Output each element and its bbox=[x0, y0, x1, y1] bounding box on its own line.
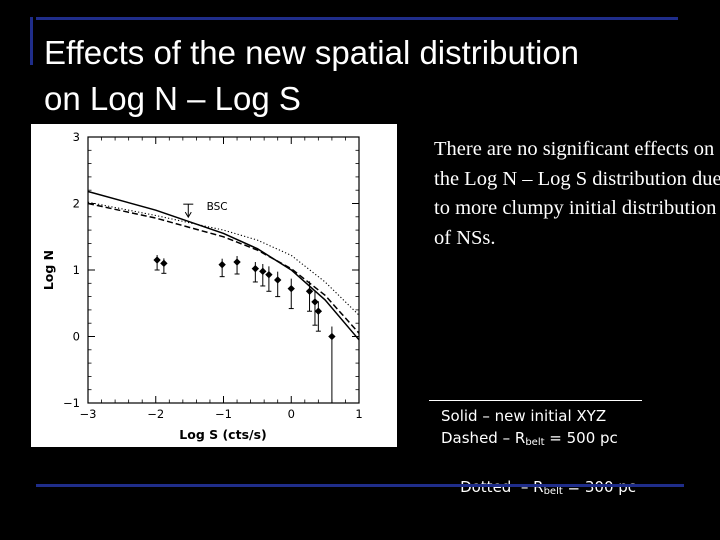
line-style-legend: Solid – new initial XYZ Dashed – Rbelt =… bbox=[441, 405, 636, 525]
legend-separator: – bbox=[497, 429, 515, 447]
data-point bbox=[160, 259, 168, 268]
legend-subscript: belt bbox=[543, 486, 563, 497]
legend-symbol: R bbox=[533, 478, 544, 496]
y-tick-label: 0 bbox=[73, 330, 80, 344]
legend-style-label: Dashed bbox=[441, 429, 498, 447]
data-point bbox=[328, 332, 336, 341]
bottom-rule bbox=[36, 484, 684, 487]
data-point bbox=[259, 267, 267, 276]
data-point bbox=[153, 256, 161, 264]
data-point bbox=[274, 276, 282, 284]
legend-style-label: Dotted bbox=[460, 478, 512, 496]
bsc-limit-arrow bbox=[184, 211, 192, 219]
legend-separator: – bbox=[477, 407, 495, 425]
data-point bbox=[305, 287, 314, 295]
legend-description: new initial XYZ bbox=[494, 407, 607, 425]
logn-logs-plot: −3 −2 −1 0 1 −1 0 1 2 3 BSC Log S (cts/s) Log N bbox=[31, 124, 397, 447]
slide-title-line-2: on Log N – Log S bbox=[44, 80, 301, 117]
x-axis-label: Log S (cts/s) bbox=[179, 427, 266, 442]
series-line-dotted bbox=[87, 201, 360, 316]
slide-title-line-1: Effects of the new spatial distribution bbox=[44, 34, 580, 71]
data-point bbox=[265, 270, 273, 279]
data-point bbox=[287, 284, 295, 293]
y-tick-label: 1 bbox=[73, 263, 80, 277]
legend-row-solid: Solid – new initial XYZ bbox=[441, 405, 636, 427]
data-point bbox=[311, 298, 319, 306]
y-tick-label: −1 bbox=[63, 396, 80, 410]
legend-value: = 500 pc bbox=[544, 429, 618, 447]
legend-style-label: Solid bbox=[441, 407, 478, 425]
series-line-dashed bbox=[87, 202, 360, 334]
slide-body-text: There are no significant effects on the … bbox=[434, 138, 720, 249]
legend-row-dotted: Dotted – Rbelt = 300 pc bbox=[441, 454, 636, 525]
plot-svg: −3 −2 −1 0 1 −1 0 1 2 3 BSC Log S (cts/s) Log N bbox=[41, 130, 363, 442]
y-tick-label: 3 bbox=[73, 130, 80, 144]
y-tick-label: 2 bbox=[73, 197, 80, 211]
title-top-rule bbox=[36, 17, 678, 20]
slide-title: Effects of the new spatial distribution … bbox=[44, 30, 694, 122]
bsc-annotation-label: BSC bbox=[207, 201, 228, 213]
series-line-solid bbox=[87, 190, 360, 341]
data-point bbox=[251, 264, 260, 273]
legend-row-dashed: Dashed – Rbelt = 500 pc bbox=[441, 427, 636, 454]
data-point bbox=[233, 258, 241, 266]
legend-symbol: R bbox=[514, 429, 526, 447]
legend-divider bbox=[429, 400, 642, 401]
legend-separator: – bbox=[511, 478, 534, 496]
x-tick-label: −2 bbox=[147, 407, 164, 421]
legend-value: = 300 pc bbox=[562, 478, 637, 496]
title-left-rule bbox=[30, 17, 33, 65]
legend-subscript: belt bbox=[525, 437, 545, 448]
x-tick-label: 1 bbox=[355, 407, 362, 421]
x-tick-label: −3 bbox=[80, 407, 97, 421]
data-point bbox=[218, 261, 226, 269]
y-axis-label: Log N bbox=[41, 250, 56, 290]
plot-frame bbox=[87, 136, 360, 404]
data-point bbox=[314, 307, 323, 315]
x-tick-label: 0 bbox=[288, 407, 295, 421]
x-tick-label: −1 bbox=[215, 407, 232, 421]
